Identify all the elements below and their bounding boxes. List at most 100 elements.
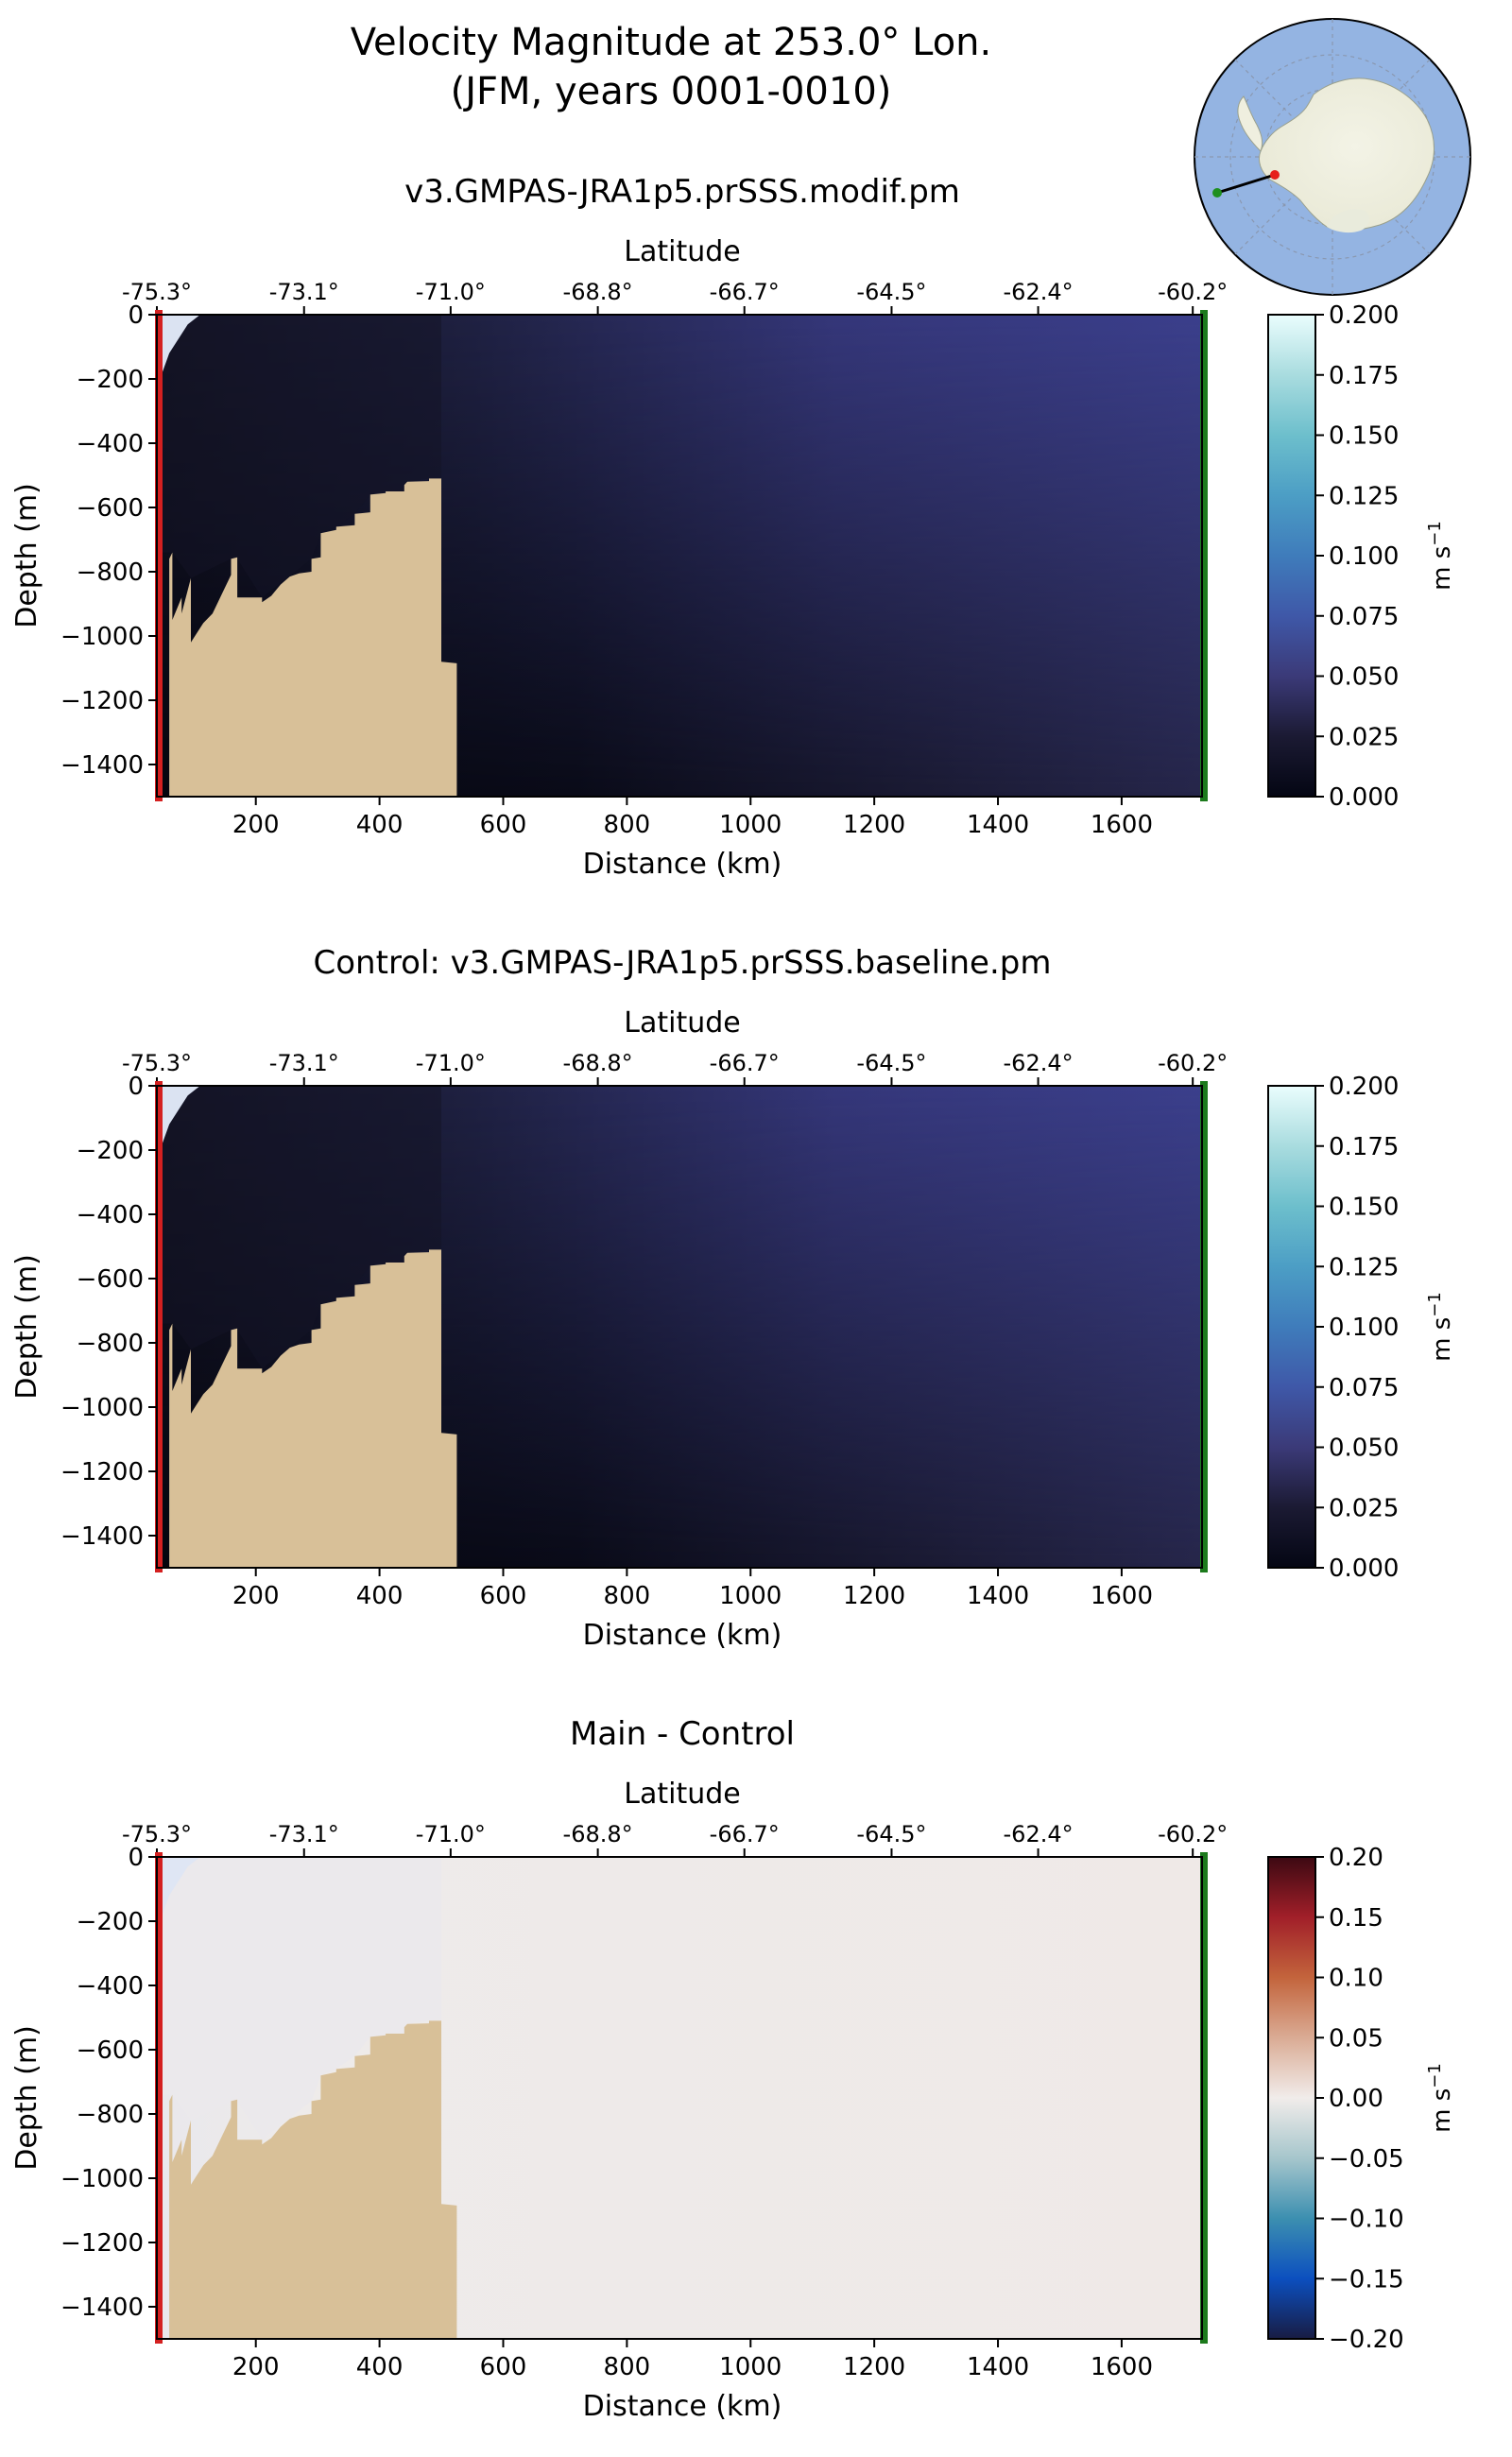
panel-control-y-tick-label: −1000 [60, 1394, 144, 1422]
panel-main-ice-tint [157, 315, 200, 379]
panel-difference-x-tick-label: 1600 [1091, 2353, 1153, 2381]
panel-difference-xlabel: Distance (km) [583, 2390, 782, 2423]
panel-main-xlabel: Distance (km) [583, 848, 782, 881]
panel-main-plot [155, 310, 1208, 801]
panel-control-ylabel: Depth (m) [10, 1254, 43, 1400]
panel-control-x-ticks: 200 400 600 800 1000 1200 1400 1600 [232, 1568, 1153, 1610]
panel-main-lat-tick-label: -75.3° [122, 279, 192, 305]
panel-difference-x-tick-label: 1200 [843, 2353, 905, 2381]
panel-control-lat-tick-label: -75.3° [122, 1050, 192, 1076]
panel-difference-colorbar-label: m s−1 [1425, 2063, 1456, 2133]
panel-main-colorbar-tick-label: 0.075 [1329, 603, 1399, 631]
panel-difference-y-tick-label: −200 [77, 1908, 144, 1936]
panel-difference-y-tick-label: −800 [77, 2101, 144, 2129]
panel-main-end-edge [1200, 310, 1208, 801]
panel-control-y-tick-label: 0 [128, 1073, 144, 1101]
panel-main-colorbar-tick-label: 0.150 [1329, 422, 1399, 451]
panel-control-colorbar-tick-label: 0.075 [1329, 1374, 1399, 1402]
panel-main-y-tick-label: −1400 [60, 751, 144, 780]
panel-main-lat-ticks: -75.3° -73.1° -71.0° -68.8° -66.7° -64.5° -62.… [122, 279, 1228, 315]
panel-main-colorbar-tick-label: 0.025 [1329, 723, 1399, 751]
panel-difference-colorbar-label-exp: −1 [1425, 2063, 1445, 2088]
panel-main-colorbar: 0.200 0.175 0.150 0.125 0.100 0.075 0.050 0.025… [1267, 301, 1456, 812]
inset-polar-map [1194, 18, 1471, 296]
panel-difference-x-tick-label: 1400 [967, 2353, 1029, 2381]
panel-control-lat-tick-label: -71.0° [416, 1050, 486, 1076]
panel-control-colorbar-tick-label: 0.050 [1329, 1435, 1399, 1463]
panel-difference-colorbar: 0.20 0.15 0.10 0.05 0.00 −0.05 −0.10 −0.15 −0.20… [1267, 1844, 1456, 2354]
panel-main-title: v3.GMPAS-JRA1p5.prSSS.modif.pm [404, 173, 960, 211]
panel-control-y-tick-label: −1200 [60, 1458, 144, 1486]
panel-difference-y-ticks: 0 −200 −400 −600 −800 −1000 −1200 −1400 [60, 1844, 157, 2322]
panel-difference-x-tick-label: 200 [232, 2353, 280, 2381]
panel-main-x-tick-label: 600 [480, 811, 527, 839]
panel-main-y-tick-label: −1200 [60, 687, 144, 715]
panel-main-colorbar-tick-label: 0.000 [1329, 783, 1399, 812]
panel-control-lat-tick-label: -68.8° [563, 1050, 633, 1076]
panel-difference-shelf-cavity [157, 1857, 441, 2140]
panel-main-colorbar-label: m s−1 [1425, 521, 1456, 591]
panel-difference-colorbar-tick-label: 0.10 [1329, 1965, 1383, 1993]
panel-main-start-edge [155, 310, 163, 801]
panel-difference-y-tick-label: −600 [77, 2036, 144, 2065]
panel-main-lat-tick-label: -64.5° [856, 279, 926, 305]
panel-main-x-tick-label: 200 [232, 811, 280, 839]
panel-difference-top-xlabel: Latitude [624, 1778, 740, 1811]
panel-main-colorbar-tick-label: 0.200 [1329, 301, 1399, 330]
panel-difference-start-edge [155, 1852, 163, 2344]
panel-difference-colorbar-bar [1267, 1856, 1316, 2340]
panel-control-shelf-cavity [157, 1086, 441, 1369]
inset-antarctica [1258, 77, 1435, 232]
panel-control-x-tick-label: 200 [232, 1582, 280, 1610]
panel-difference-x-tick-label: 1000 [719, 2353, 782, 2381]
panel-difference-colorbar-tick-label: −0.05 [1329, 2145, 1404, 2174]
panel-main-x-ticks: 200 400 600 800 1000 1200 1400 1600 [232, 797, 1153, 839]
panel-difference-colorbar-tick-label: 0.15 [1329, 1904, 1383, 1933]
panel-difference-colorbar-ticks: 0.20 0.15 0.10 0.05 0.00 −0.05 −0.10 −0.15 −0.20 [1315, 1844, 1404, 2354]
panel-difference-ice-tint [157, 1857, 200, 1921]
panel-difference-lat-tick-label: -60.2° [1158, 1821, 1228, 1847]
panel-difference-colorbar-tick-label: −0.10 [1329, 2206, 1404, 2234]
panel-control-y-tick-label: −400 [77, 1201, 144, 1229]
panel-difference-y-tick-label: −1400 [60, 2294, 144, 2322]
panel-control-x-tick-label: 600 [480, 1582, 527, 1610]
panel-difference-colorbar-tick-label: −0.20 [1329, 2326, 1404, 2354]
panel-difference-plot [155, 1852, 1208, 2344]
panel-control-lat-tick-label: -62.4° [1004, 1050, 1074, 1076]
panel-main-shelf-cavity [157, 315, 441, 598]
panel-control-frame [156, 1085, 1203, 1569]
panel-main-x-tick-label: 1000 [719, 811, 782, 839]
inset-peninsula [1237, 95, 1263, 152]
panel-difference: Main - Control Latitude -75.3° -73.1° -71.… [10, 1715, 1456, 2423]
panel-difference-y-tick-label: −400 [77, 1972, 144, 2001]
panel-main-colorbar-tick-label: 0.050 [1329, 663, 1399, 692]
panel-main-colorbar-tick-label: 0.125 [1329, 482, 1399, 510]
panel-control-x-tick-label: 1200 [843, 1582, 905, 1610]
figure-title-line2: (JFM, years 0001-0010) [451, 70, 892, 113]
panel-difference-lat-tick-label: -68.8° [563, 1821, 633, 1847]
panel-difference-bathymetry [157, 2020, 457, 2339]
panel-control-colorbar-label: m s−1 [1425, 1292, 1456, 1362]
panel-main-y-tick-label: −1000 [60, 623, 144, 651]
panel-main-colorbar-bar [1267, 314, 1316, 798]
panel-main-colorbar-tick-label: 0.100 [1329, 542, 1399, 571]
panel-control-y-tick-label: −600 [77, 1265, 144, 1294]
panel-difference-y-tick-label: −1200 [60, 2229, 144, 2258]
panel-control-start-edge [155, 1081, 163, 1572]
panel-control-bathymetry [157, 1249, 457, 1568]
panel-control-y-tick-label: −200 [77, 1137, 144, 1165]
panel-main-y-tick-label: −600 [77, 494, 144, 523]
panel-control-colorbar-tick-label: 0.175 [1329, 1133, 1399, 1161]
panel-control-colorbar-tick-label: 0.025 [1329, 1494, 1399, 1522]
panel-control-x-tick-label: 400 [356, 1582, 404, 1610]
panel-difference-lat-ticks: -75.3° -73.1° -71.0° -68.8° -66.7° -64.5° -62.… [122, 1821, 1228, 1857]
panel-control-y-ticks: 0 −200 −400 −600 −800 −1000 −1200 −1400 [60, 1073, 157, 1551]
panel-difference-lat-tick-label: -73.1° [269, 1821, 339, 1847]
panel-control-lat-ticks: -75.3° -73.1° -71.0° -68.8° -66.7° -64.5° -62.… [122, 1050, 1228, 1086]
panel-main-y-tick-label: −200 [77, 366, 144, 394]
panel-control-colorbar: 0.200 0.175 0.150 0.125 0.100 0.075 0.050 0.025… [1267, 1073, 1456, 1583]
panel-main: v3.GMPAS-JRA1p5.prSSS.modif.pm Latitude … [10, 173, 1456, 881]
panel-difference-colorbar-tick-label: 0.20 [1329, 1844, 1383, 1872]
panel-difference-lat-tick-label: -62.4° [1004, 1821, 1074, 1847]
